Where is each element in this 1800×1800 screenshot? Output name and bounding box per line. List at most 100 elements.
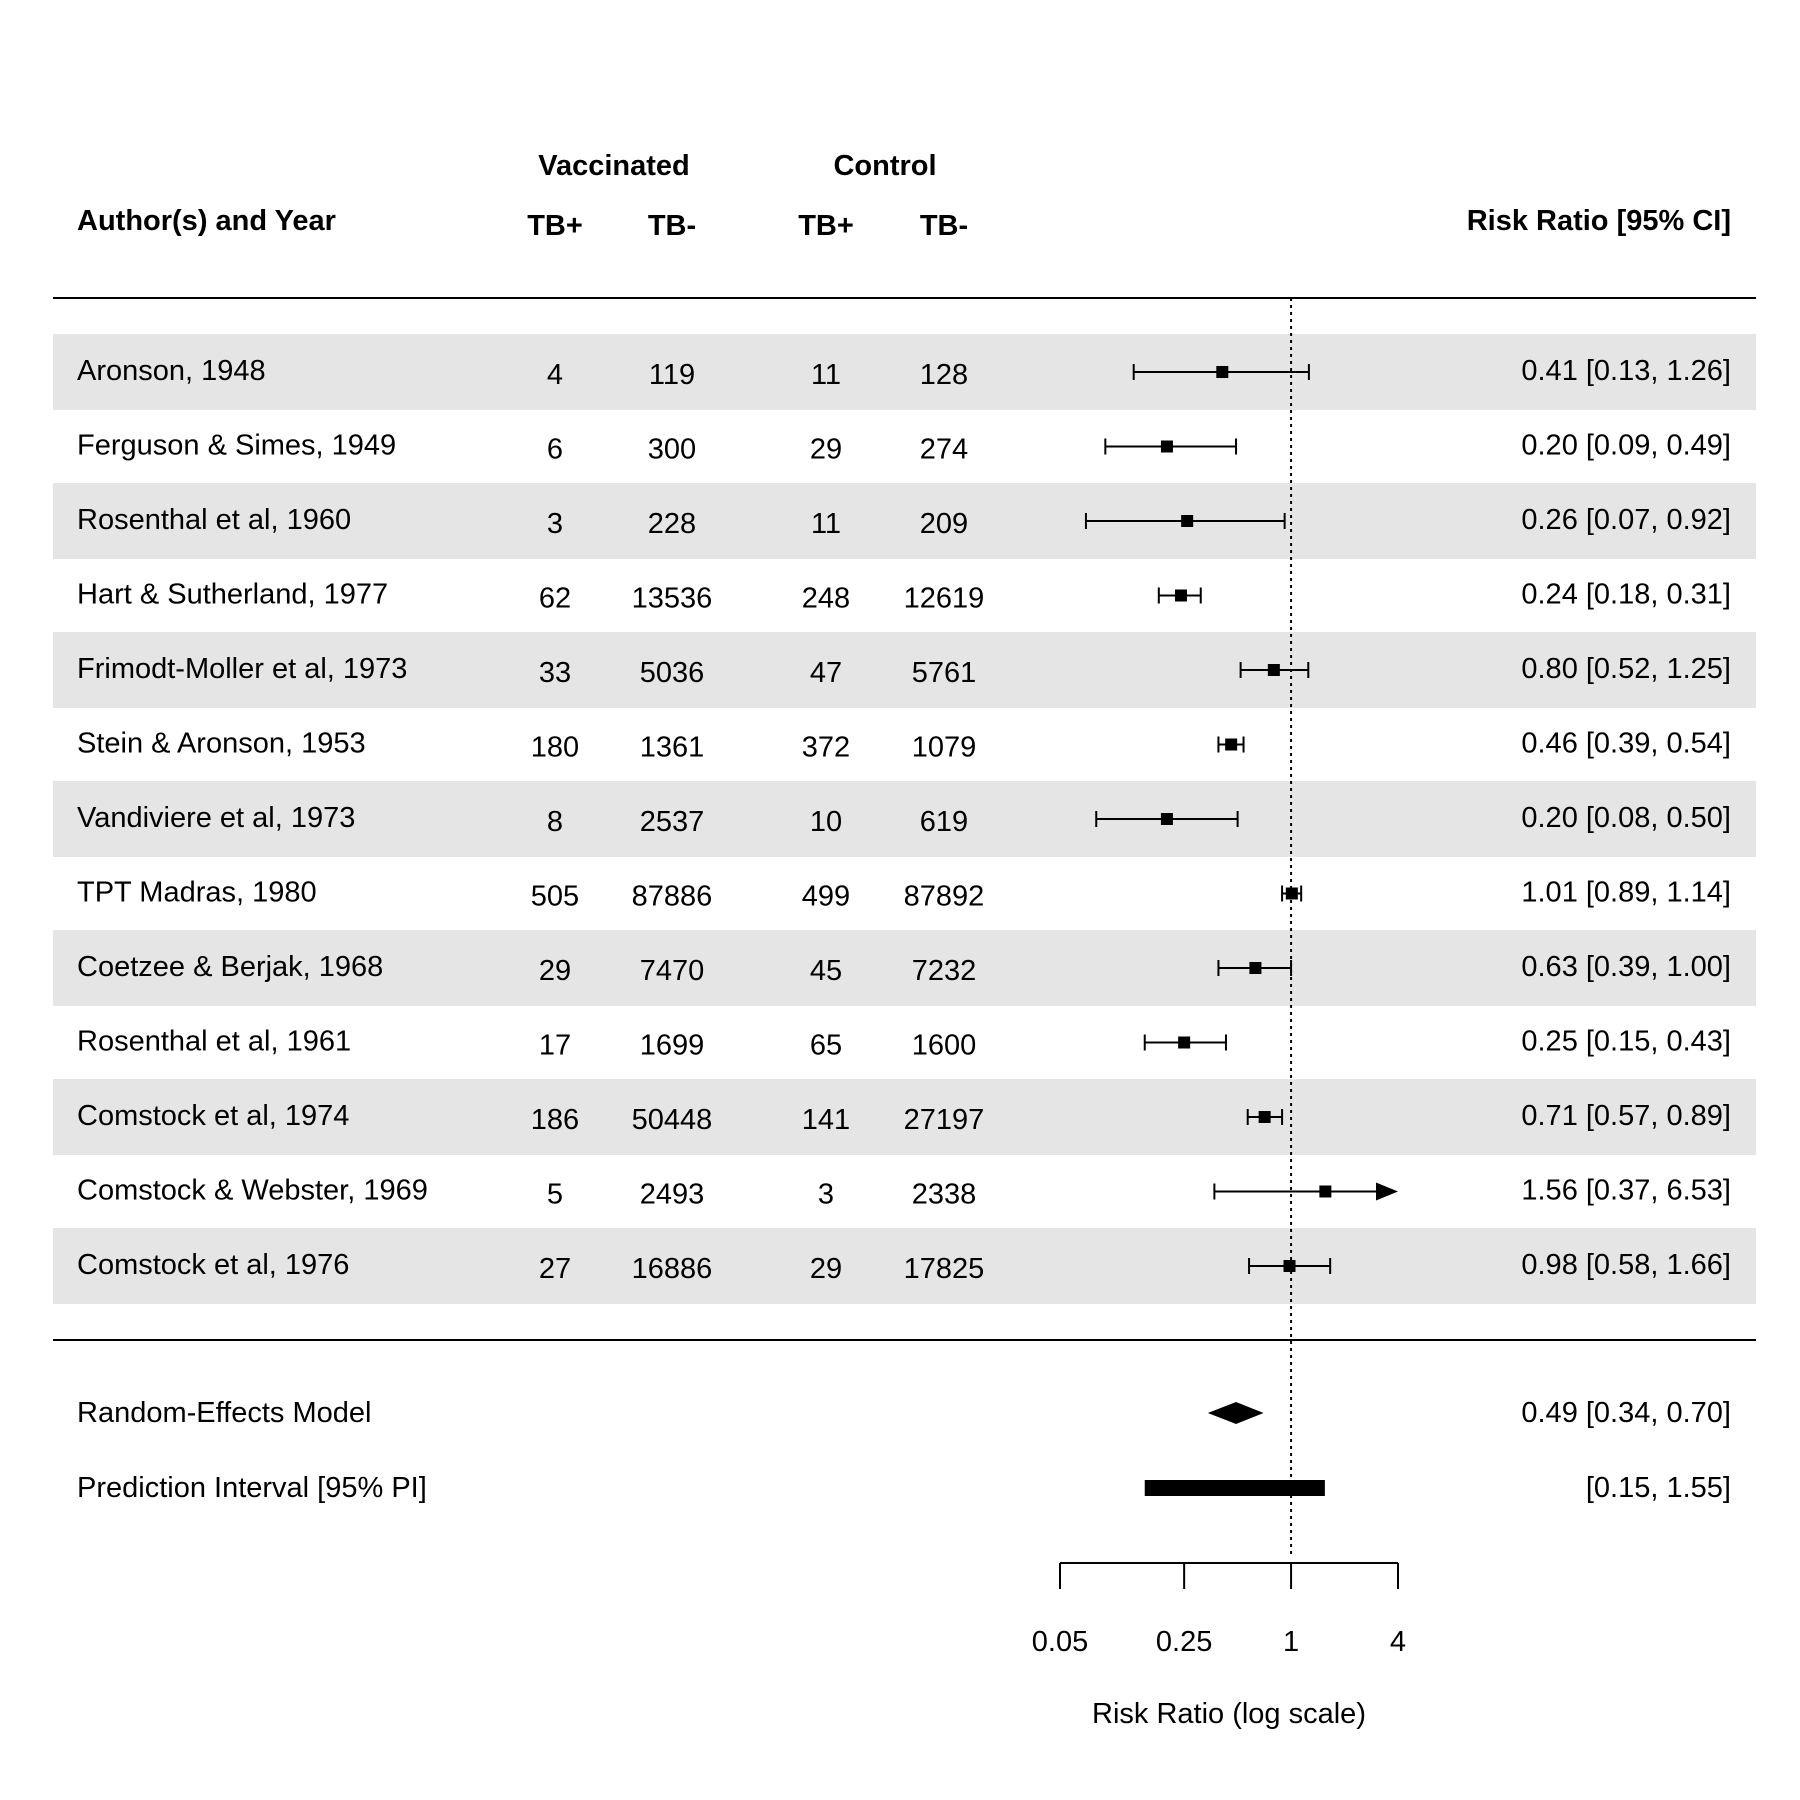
cell-control-tb-neg: 12619 <box>904 583 985 615</box>
study-name: Rosenthal et al, 1960 <box>77 504 351 536</box>
effect-marks <box>1084 364 1398 1496</box>
row-stripe <box>53 483 1756 559</box>
row-stripe <box>53 632 1756 708</box>
study-name: Comstock et al, 1974 <box>77 1100 349 1132</box>
summary-rows: Random-Effects Model 0.49 [0.34, 0.70] P… <box>77 1397 1731 1504</box>
row-stripes <box>53 334 1756 1304</box>
row-stripe <box>53 781 1756 857</box>
cell-control-tb-pos: 3 <box>818 1179 834 1211</box>
effect-label: 0.71 [0.57, 0.89] <box>1521 1100 1731 1132</box>
point-estimate <box>1258 1111 1271 1123</box>
x-tick-label: 1 <box>1283 1626 1299 1658</box>
cell-control-tb-neg: 87892 <box>904 881 985 913</box>
header-control-tb-pos: TB+ <box>798 210 854 242</box>
summary-diamond <box>1207 1402 1264 1424</box>
study-name: Comstock et al, 1976 <box>77 1249 349 1281</box>
prediction-interval-label: Prediction Interval [95% PI] <box>77 1472 427 1504</box>
x-tick-label: 0.25 <box>1156 1626 1212 1658</box>
cell-control-tb-pos: 11 <box>811 508 841 540</box>
cell-control-tb-neg: 17825 <box>904 1253 985 1285</box>
cell-vaccinated-tb-neg: 1699 <box>640 1030 705 1062</box>
row-stripe <box>53 334 1756 410</box>
cell-vaccinated-tb-neg: 1361 <box>640 732 705 764</box>
cell-control-tb-neg: 619 <box>920 806 968 838</box>
header-vaccinated-tb-pos: TB+ <box>527 210 583 242</box>
effect-label: 1.01 [0.89, 1.14] <box>1521 877 1731 909</box>
study-rows: Aronson, 1948 4 119 11 128 0.41 [0.13, 1.26] F… <box>77 355 1731 1285</box>
header-effect: Risk Ratio [95% CI] <box>1467 205 1731 237</box>
study-name: Coetzee & Berjak, 1968 <box>77 951 383 983</box>
cell-control-tb-pos: 10 <box>810 806 842 838</box>
cell-control-tb-neg: 128 <box>920 359 968 391</box>
row-stripe <box>53 930 1756 1006</box>
cell-vaccinated-tb-pos: 27 <box>539 1253 571 1285</box>
effect-label: 0.20 [0.08, 0.50] <box>1521 802 1731 834</box>
summary-label: Random-Effects Model <box>77 1397 371 1429</box>
header-study: Author(s) and Year <box>77 205 336 237</box>
header-vaccinated: Vaccinated <box>538 150 690 182</box>
cell-control-tb-neg: 27197 <box>904 1104 985 1136</box>
effect-label: 0.41 [0.13, 1.26] <box>1521 355 1731 387</box>
cell-vaccinated-tb-pos: 3 <box>547 508 563 540</box>
cell-vaccinated-tb-neg: 87886 <box>632 881 713 913</box>
cell-control-tb-pos: 141 <box>802 1104 850 1136</box>
cell-control-tb-neg: 209 <box>920 508 968 540</box>
effect-label: 0.24 [0.18, 0.31] <box>1521 579 1731 611</box>
effect-label: 1.56 [0.37, 6.53] <box>1521 1175 1731 1207</box>
effect-label: 0.20 [0.09, 0.49] <box>1521 430 1731 462</box>
effect-label: 0.46 [0.39, 0.54] <box>1521 728 1731 760</box>
header-control: Control <box>833 150 936 182</box>
cell-control-tb-neg: 2338 <box>912 1179 977 1211</box>
point-estimate <box>1283 1260 1296 1272</box>
cell-control-tb-neg: 7232 <box>912 955 977 987</box>
header-control-tb-neg: TB- <box>920 210 968 242</box>
cell-vaccinated-tb-neg: 119 <box>649 359 695 391</box>
point-estimate <box>1160 813 1173 825</box>
cell-vaccinated-tb-neg: 50448 <box>632 1104 713 1136</box>
cell-vaccinated-tb-neg: 2493 <box>640 1179 705 1211</box>
cell-vaccinated-tb-neg: 2537 <box>640 806 705 838</box>
row-stripe <box>53 1228 1756 1304</box>
effect-label: 0.80 [0.52, 1.25] <box>1521 653 1731 685</box>
cell-vaccinated-tb-pos: 505 <box>531 881 579 913</box>
x-axis-title: Risk Ratio (log scale) <box>1092 1698 1366 1730</box>
effect-label: 0.63 [0.39, 1.00] <box>1521 951 1731 983</box>
study-name: TPT Madras, 1980 <box>77 877 317 909</box>
table-header: Vaccinated Control Author(s) and Year TB… <box>77 150 1731 242</box>
cell-control-tb-pos: 65 <box>810 1030 842 1062</box>
cell-vaccinated-tb-pos: 186 <box>531 1104 579 1136</box>
cell-vaccinated-tb-pos: 17 <box>539 1030 571 1062</box>
ci-arrow <box>1376 1182 1398 1201</box>
cell-control-tb-pos: 45 <box>810 955 842 987</box>
x-tick-label: 0.05 <box>1032 1626 1088 1658</box>
cell-control-tb-pos: 499 <box>802 881 850 913</box>
cell-vaccinated-tb-pos: 5 <box>547 1179 563 1211</box>
cell-vaccinated-tb-neg: 300 <box>648 434 696 466</box>
x-tick-label: 4 <box>1390 1626 1406 1658</box>
cell-vaccinated-tb-neg: 5036 <box>640 657 705 689</box>
cell-control-tb-pos: 372 <box>802 732 850 764</box>
cell-control-tb-neg: 1079 <box>912 732 977 764</box>
point-estimate <box>1249 962 1262 974</box>
cell-vaccinated-tb-neg: 13536 <box>632 583 713 615</box>
cell-control-tb-pos: 47 <box>810 657 842 689</box>
point-estimate <box>1225 738 1238 751</box>
point-estimate <box>1178 1036 1191 1049</box>
cell-control-tb-pos: 11 <box>811 359 841 391</box>
study-name: Comstock & Webster, 1969 <box>77 1175 428 1207</box>
study-name: Aronson, 1948 <box>77 355 266 387</box>
point-estimate <box>1216 366 1229 378</box>
point-estimate <box>1181 515 1194 527</box>
study-name: Rosenthal et al, 1961 <box>77 1026 351 1058</box>
cell-control-tb-pos: 248 <box>802 583 850 615</box>
cell-vaccinated-tb-neg: 228 <box>648 508 696 540</box>
cell-vaccinated-tb-pos: 4 <box>547 359 563 391</box>
cell-vaccinated-tb-pos: 29 <box>539 955 571 987</box>
point-estimate <box>1319 1185 1332 1198</box>
effect-label: 0.25 [0.15, 0.43] <box>1521 1026 1731 1058</box>
point-estimate <box>1267 664 1280 676</box>
effect-label: 0.26 [0.07, 0.92] <box>1521 504 1731 536</box>
cell-vaccinated-tb-pos: 6 <box>547 434 563 466</box>
cell-control-tb-neg: 1600 <box>912 1030 977 1062</box>
